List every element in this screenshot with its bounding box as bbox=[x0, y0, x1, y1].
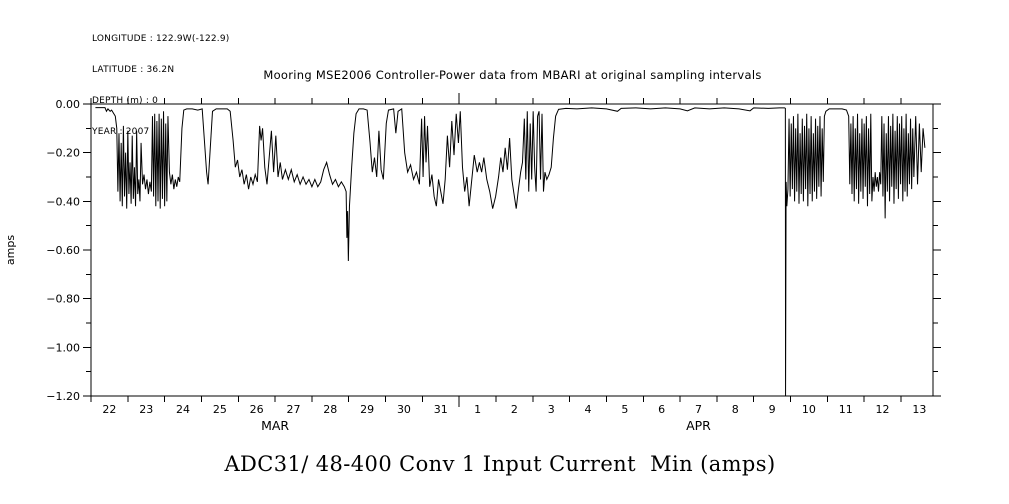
y-axis-label: amps bbox=[4, 235, 17, 265]
x-tick-label: 11 bbox=[839, 403, 853, 416]
metadata-year: YEAR : 2007 bbox=[92, 127, 150, 138]
x-tick-label: 10 bbox=[802, 403, 816, 416]
x-tick-label: 5 bbox=[621, 403, 628, 416]
y-tick-label: −0.80 bbox=[46, 293, 80, 306]
x-tick-label: 30 bbox=[397, 403, 411, 416]
x-tick-label: 4 bbox=[585, 403, 592, 416]
metadata-longitude: LONGITUDE : 122.9W(-122.9) bbox=[92, 33, 230, 44]
metadata-depth: DEPTH (m) : 0 bbox=[92, 96, 159, 107]
station-metadata: LONGITUDE : 122.9W(-122.9) LATITUDE : 36… bbox=[92, 13, 230, 159]
x-tick-label: 6 bbox=[658, 403, 665, 416]
x-month-label: MAR bbox=[261, 418, 289, 433]
x-tick-label: 29 bbox=[360, 403, 374, 416]
x-tick-label: 27 bbox=[286, 403, 300, 416]
x-tick-label: 1 bbox=[474, 403, 481, 416]
x-tick-label: 9 bbox=[769, 403, 776, 416]
x-tick-label: 12 bbox=[876, 403, 890, 416]
x-tick-label: 22 bbox=[102, 403, 116, 416]
x-tick-label: 23 bbox=[139, 403, 153, 416]
x-tick-label: 3 bbox=[548, 403, 555, 416]
x-tick-label: 2 bbox=[511, 403, 518, 416]
y-tick-label: 0.00 bbox=[56, 98, 81, 111]
data-series-line bbox=[95, 107, 926, 397]
x-tick-label: 25 bbox=[213, 403, 227, 416]
y-tick-label: −1.20 bbox=[46, 390, 80, 403]
x-tick-label: 7 bbox=[695, 403, 702, 416]
x-month-label: APR bbox=[686, 418, 711, 433]
y-tick-label: −0.20 bbox=[46, 147, 80, 160]
x-tick-label: 28 bbox=[323, 403, 337, 416]
x-tick-label: 24 bbox=[176, 403, 190, 416]
y-tick-label: −0.40 bbox=[46, 195, 80, 208]
variable-title: ADC31/ 48-400 Conv 1 Input Current Min (… bbox=[224, 452, 776, 476]
x-tick-label: 8 bbox=[732, 403, 739, 416]
x-tick-label: 31 bbox=[434, 403, 448, 416]
x-tick-label: 26 bbox=[250, 403, 264, 416]
y-tick-label: −1.00 bbox=[46, 341, 80, 354]
metadata-latitude: LATITUDE : 36.2N bbox=[92, 65, 175, 76]
x-tick-label: 13 bbox=[912, 403, 926, 416]
chart-title: Mooring MSE2006 Controller-Power data fr… bbox=[263, 68, 762, 82]
y-tick-label: −0.60 bbox=[46, 244, 80, 257]
